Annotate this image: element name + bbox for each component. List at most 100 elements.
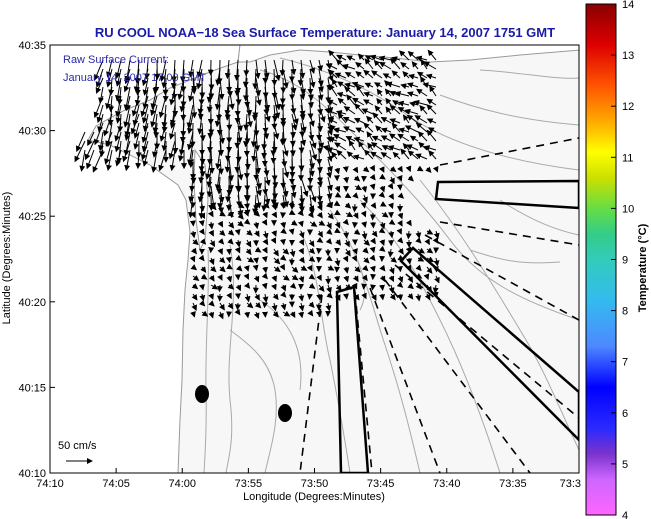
current-vector bbox=[363, 149, 374, 160]
current-vector bbox=[237, 212, 244, 220]
current-vector bbox=[114, 77, 122, 102]
current-vector bbox=[308, 273, 316, 280]
current-vector bbox=[416, 165, 424, 172]
current-vector bbox=[326, 292, 333, 299]
current-vector bbox=[417, 247, 425, 254]
current-vector bbox=[228, 158, 235, 182]
current-vector bbox=[426, 129, 437, 142]
x-tick-label: 73:35 bbox=[499, 478, 527, 490]
current-vector bbox=[373, 59, 383, 70]
current-vector bbox=[272, 293, 279, 301]
current-vector bbox=[309, 221, 318, 227]
current-vector bbox=[245, 248, 252, 256]
current-vector bbox=[141, 104, 149, 124]
current-vector bbox=[343, 293, 349, 300]
current-vector bbox=[325, 63, 338, 70]
current-vector bbox=[115, 104, 122, 124]
current-vector bbox=[282, 68, 289, 89]
current-vector bbox=[425, 73, 437, 80]
current-vector bbox=[326, 185, 333, 200]
surface-current-vectors bbox=[74, 49, 440, 320]
current-vector bbox=[264, 185, 271, 206]
current-vector bbox=[389, 166, 397, 173]
current-vector bbox=[219, 210, 226, 217]
current-vector bbox=[254, 59, 261, 80]
current-vector bbox=[316, 158, 323, 174]
current-vector bbox=[300, 131, 307, 147]
current-vector bbox=[379, 166, 385, 173]
current-vector bbox=[352, 154, 365, 161]
current-vector bbox=[326, 167, 333, 179]
current-vector bbox=[360, 202, 367, 209]
current-vector bbox=[306, 264, 313, 272]
current-vector bbox=[361, 108, 374, 115]
current-vector bbox=[244, 311, 251, 319]
current-vector bbox=[234, 149, 241, 174]
current-vector bbox=[246, 229, 253, 236]
current-vector bbox=[415, 122, 428, 133]
current-vector bbox=[217, 248, 223, 255]
current-vector bbox=[419, 105, 428, 115]
current-vector bbox=[425, 166, 432, 173]
colorbar-tick-label: 13 bbox=[622, 50, 634, 62]
current-vector bbox=[262, 211, 268, 219]
current-vector bbox=[105, 86, 113, 110]
current-vector bbox=[364, 82, 374, 89]
current-vector bbox=[199, 122, 206, 142]
current-vector bbox=[280, 284, 287, 292]
current-vector bbox=[243, 210, 250, 217]
current-vector bbox=[308, 158, 315, 178]
current-vector bbox=[235, 239, 242, 248]
current-vector bbox=[208, 275, 215, 282]
current-vector bbox=[188, 185, 195, 203]
y-tick-label: 40:25 bbox=[18, 211, 46, 223]
x-tick-label: 73:50 bbox=[301, 478, 329, 490]
current-vector bbox=[114, 122, 122, 142]
current-vector bbox=[334, 142, 347, 151]
current-vector bbox=[252, 264, 259, 272]
current-vector bbox=[272, 176, 279, 200]
current-vector bbox=[379, 221, 386, 230]
current-vector bbox=[254, 301, 262, 309]
current-vector bbox=[433, 230, 440, 240]
current-vector bbox=[318, 131, 325, 149]
current-vector bbox=[180, 104, 187, 121]
current-vector bbox=[342, 63, 356, 70]
current-vector bbox=[298, 230, 305, 239]
current-vector bbox=[208, 257, 215, 266]
current-vector bbox=[378, 61, 392, 70]
current-vector bbox=[124, 122, 131, 141]
current-vector bbox=[282, 248, 290, 255]
current-vector bbox=[282, 176, 289, 198]
current-vector bbox=[161, 68, 168, 89]
current-vector bbox=[376, 97, 383, 106]
current-vector bbox=[282, 310, 291, 317]
current-vector bbox=[428, 150, 437, 160]
current-vector bbox=[190, 264, 198, 271]
current-vector bbox=[414, 115, 428, 124]
current-vector bbox=[361, 274, 368, 282]
current-vector bbox=[235, 86, 242, 106]
current-vector bbox=[355, 71, 365, 79]
current-vector bbox=[344, 192, 352, 199]
current-vector bbox=[270, 140, 277, 157]
x-tick-label: 73:45 bbox=[367, 478, 395, 490]
current-vector bbox=[405, 264, 412, 272]
current-vector bbox=[411, 61, 419, 70]
scale-arrow-label: 50 cm/s bbox=[58, 440, 97, 452]
current-vector bbox=[282, 140, 289, 157]
current-vector bbox=[415, 272, 423, 279]
current-vector bbox=[246, 302, 254, 309]
current-vector bbox=[376, 88, 383, 97]
current-vector bbox=[369, 246, 376, 254]
current-vector bbox=[224, 104, 231, 121]
current-vector bbox=[152, 77, 159, 95]
current-vector bbox=[261, 272, 268, 280]
current-vector bbox=[352, 212, 359, 220]
current-vector bbox=[188, 86, 194, 103]
current-vector bbox=[353, 118, 365, 124]
current-vector bbox=[309, 59, 316, 74]
current-vector bbox=[270, 237, 277, 244]
current-vector bbox=[406, 144, 419, 151]
current-vector bbox=[334, 72, 347, 79]
